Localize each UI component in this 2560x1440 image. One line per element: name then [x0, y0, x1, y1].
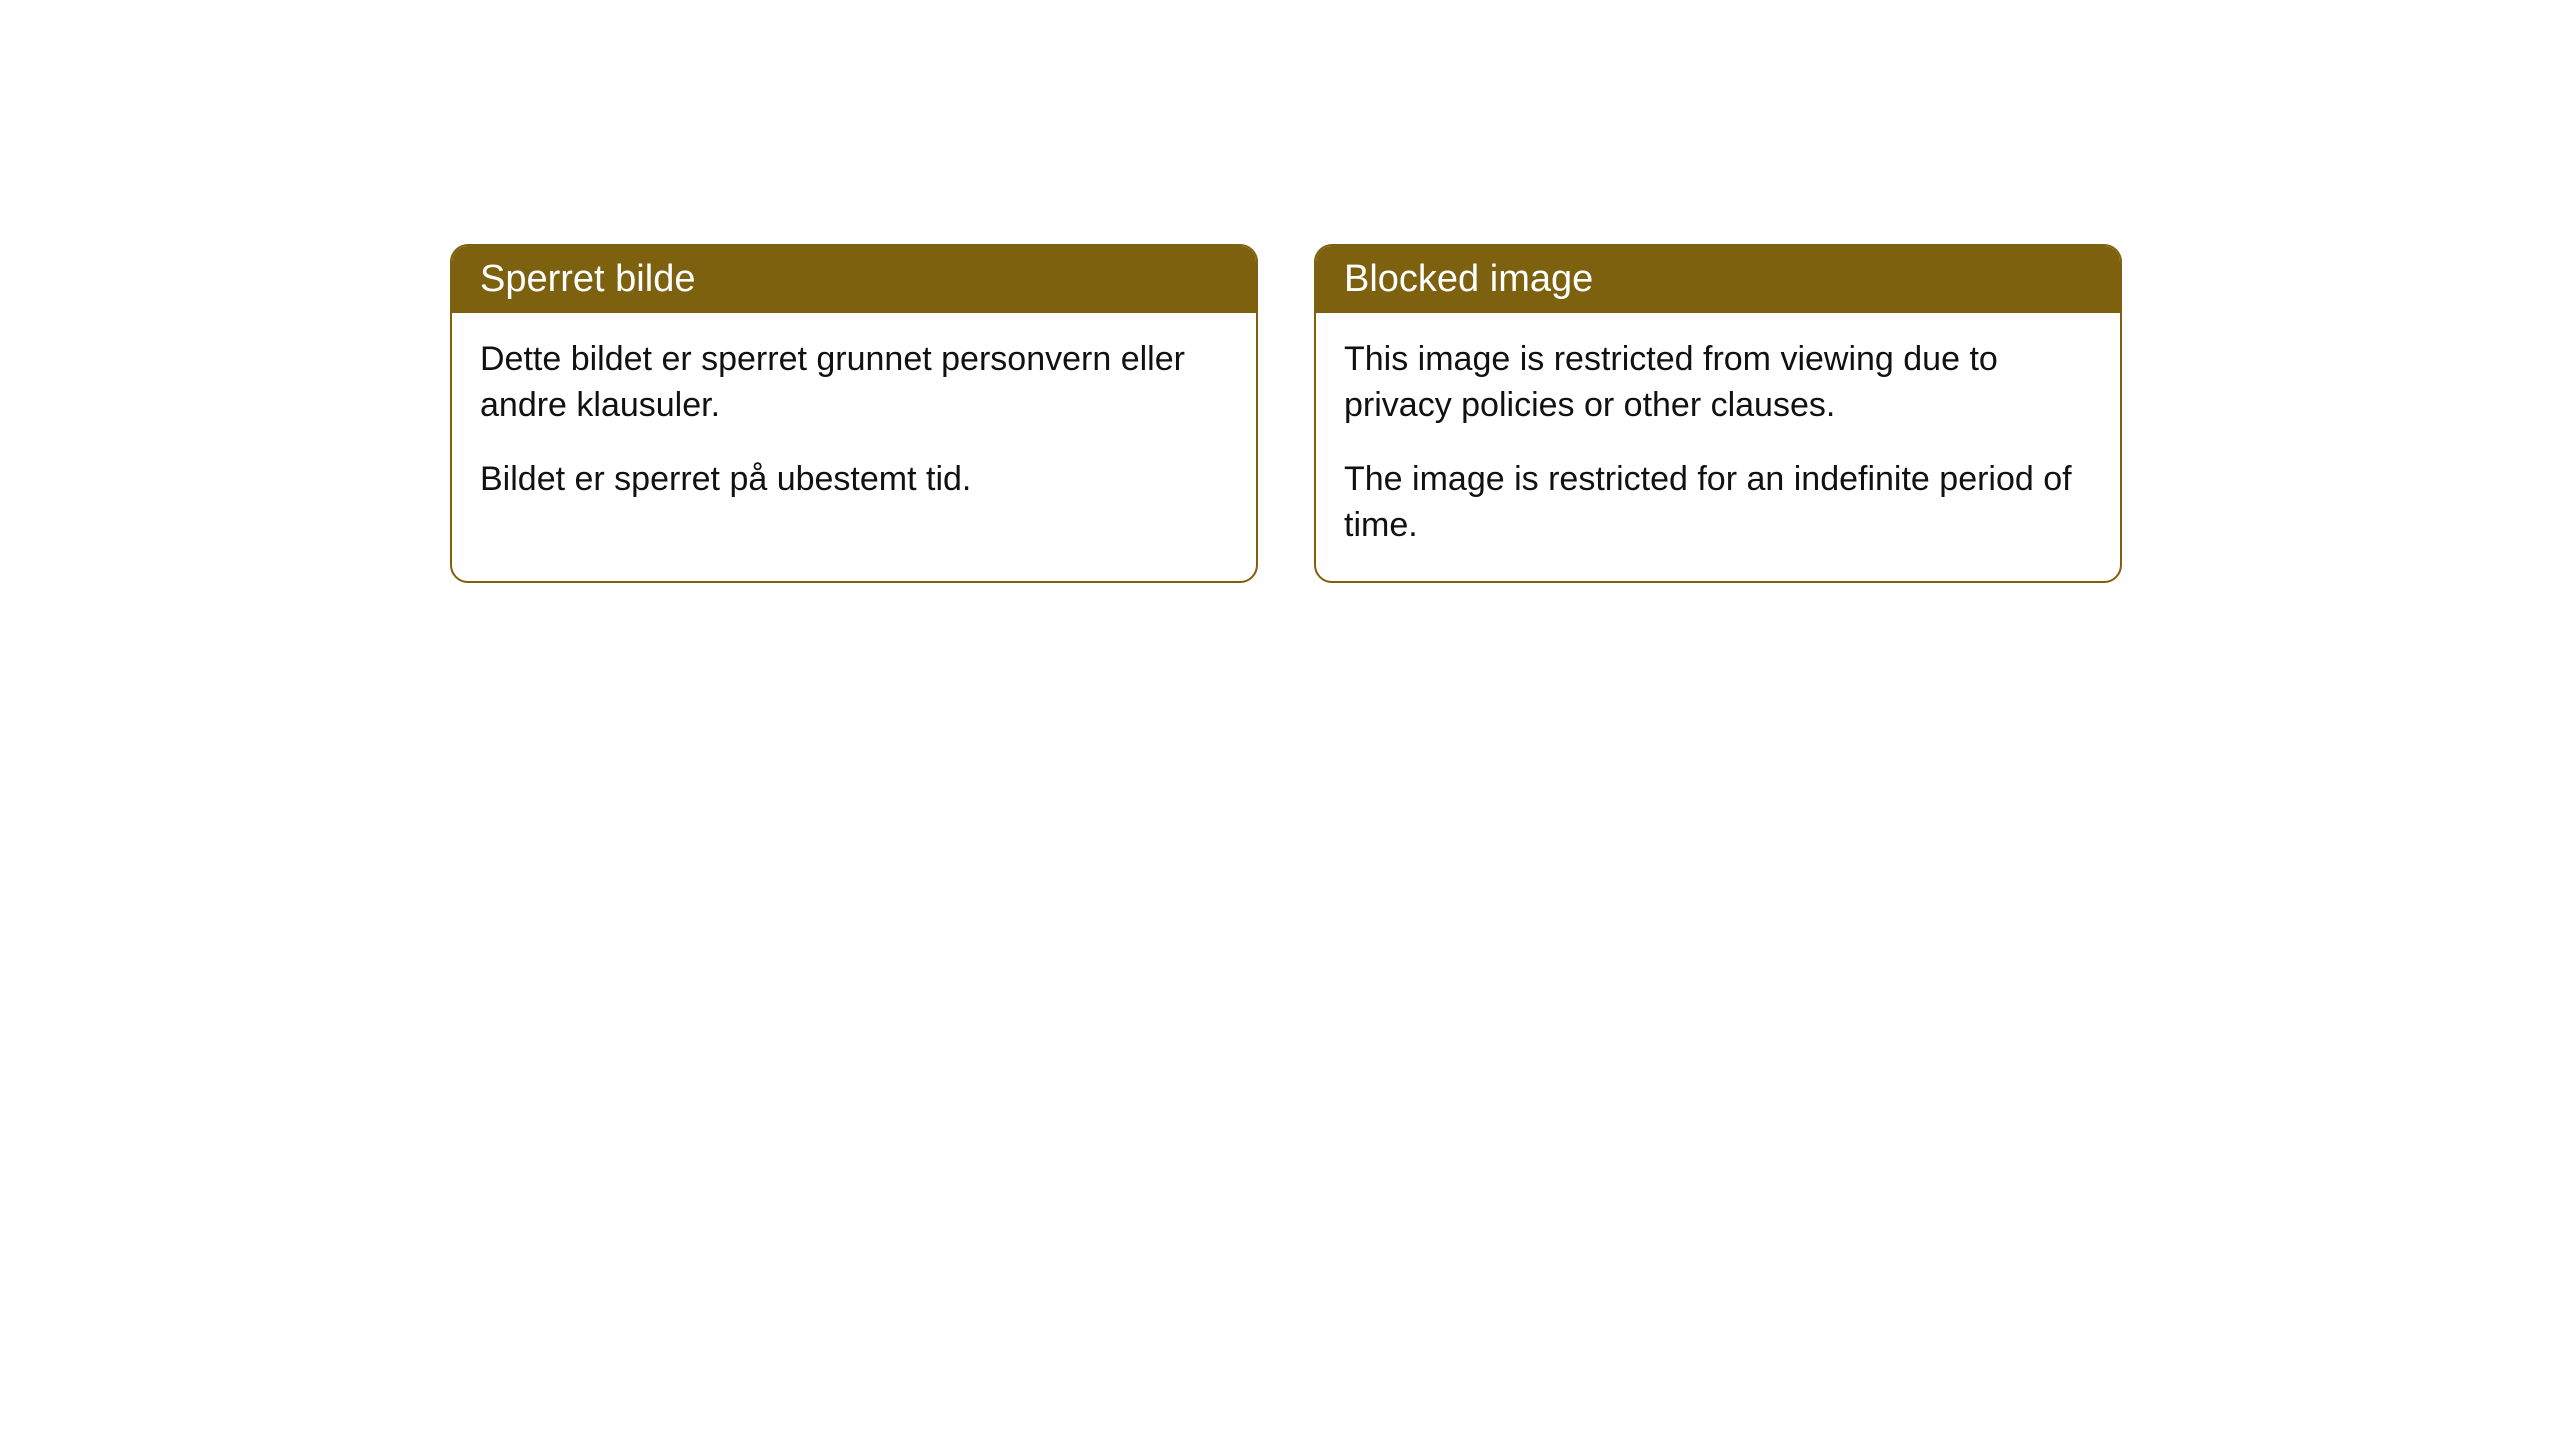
card-paragraph-1: This image is restricted from viewing du… — [1344, 337, 2092, 429]
card-header-norwegian: Sperret bilde — [452, 246, 1256, 313]
card-title: Blocked image — [1344, 258, 1593, 300]
card-paragraph-2: Bildet er sperret på ubestemt tid. — [480, 457, 1228, 503]
card-body-norwegian: Dette bildet er sperret grunnet personve… — [452, 313, 1256, 535]
card-body-english: This image is restricted from viewing du… — [1316, 313, 2120, 581]
card-paragraph-2: The image is restricted for an indefinit… — [1344, 457, 2092, 549]
card-header-english: Blocked image — [1316, 246, 2120, 313]
card-norwegian: Sperret bilde Dette bildet er sperret gr… — [450, 244, 1258, 583]
card-paragraph-1: Dette bildet er sperret grunnet personve… — [480, 337, 1228, 429]
card-title: Sperret bilde — [480, 258, 695, 300]
card-english: Blocked image This image is restricted f… — [1314, 244, 2122, 583]
cards-container: Sperret bilde Dette bildet er sperret gr… — [450, 244, 2122, 583]
